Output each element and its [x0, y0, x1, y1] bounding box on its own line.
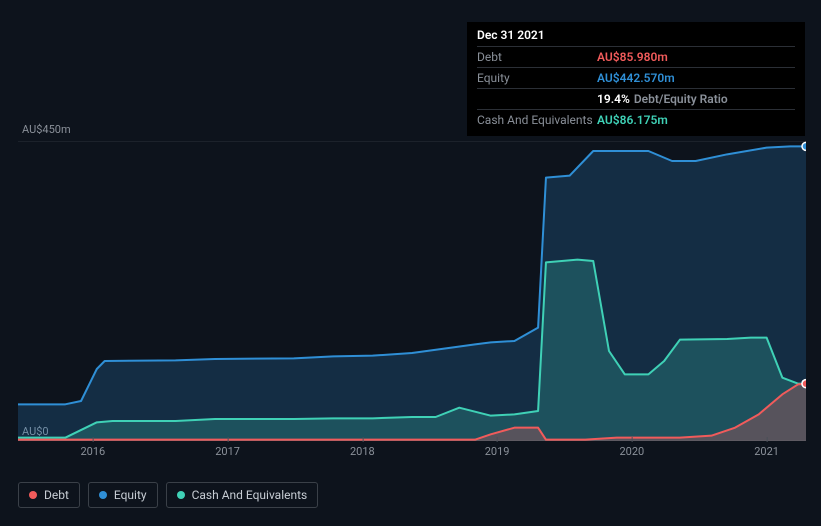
tooltip-row-ratio: 19.4% Debt/Equity Ratio: [477, 88, 795, 109]
legend-item-cash[interactable]: Cash And Equivalents: [166, 482, 319, 508]
tooltip-ratio: 19.4%: [597, 92, 630, 106]
tooltip-label: Equity: [477, 71, 597, 85]
legend-swatch: [177, 491, 185, 499]
x-tick: 2016: [80, 445, 105, 458]
tooltip-label: Cash And Equivalents: [477, 113, 597, 127]
chart-tooltip: Dec 31 2021 Debt AU$85.980m Equity AU$44…: [467, 22, 805, 136]
tooltip-row-cash: Cash And Equivalents AU$86.175m: [477, 109, 795, 130]
legend-item-debt[interactable]: Debt: [18, 482, 80, 508]
x-tick: 2021: [754, 445, 779, 458]
legend-label: Debt: [44, 488, 69, 502]
legend-item-equity[interactable]: Equity: [88, 482, 158, 508]
x-tick: 2017: [215, 445, 240, 458]
x-tick: 2018: [350, 445, 375, 458]
tooltip-ratio-label: Debt/Equity Ratio: [634, 92, 728, 106]
tooltip-row-equity: Equity AU$442.570m: [477, 67, 795, 88]
legend-swatch: [29, 491, 37, 499]
legend-label: Equity: [114, 488, 147, 502]
legend-label: Cash And Equivalents: [192, 488, 308, 502]
tooltip-label: Debt: [477, 50, 597, 64]
x-tick: 2019: [485, 445, 510, 458]
tooltip-value: AU$85.980m: [597, 50, 668, 64]
tooltip-value: AU$86.175m: [597, 113, 668, 127]
chart-legend: Debt Equity Cash And Equivalents: [18, 482, 318, 508]
legend-swatch: [99, 491, 107, 499]
tooltip-row-debt: Debt AU$85.980m: [477, 46, 795, 67]
chart-plot[interactable]: [18, 141, 806, 441]
x-axis: 2016 2017 2018 2019 2020 2021: [18, 445, 806, 465]
tooltip-value: AU$442.570m: [597, 71, 675, 85]
x-tick: 2020: [619, 445, 644, 458]
y-axis-max: AU$450m: [22, 123, 71, 136]
tooltip-date: Dec 31 2021: [477, 28, 795, 46]
tooltip-label: [477, 92, 597, 106]
